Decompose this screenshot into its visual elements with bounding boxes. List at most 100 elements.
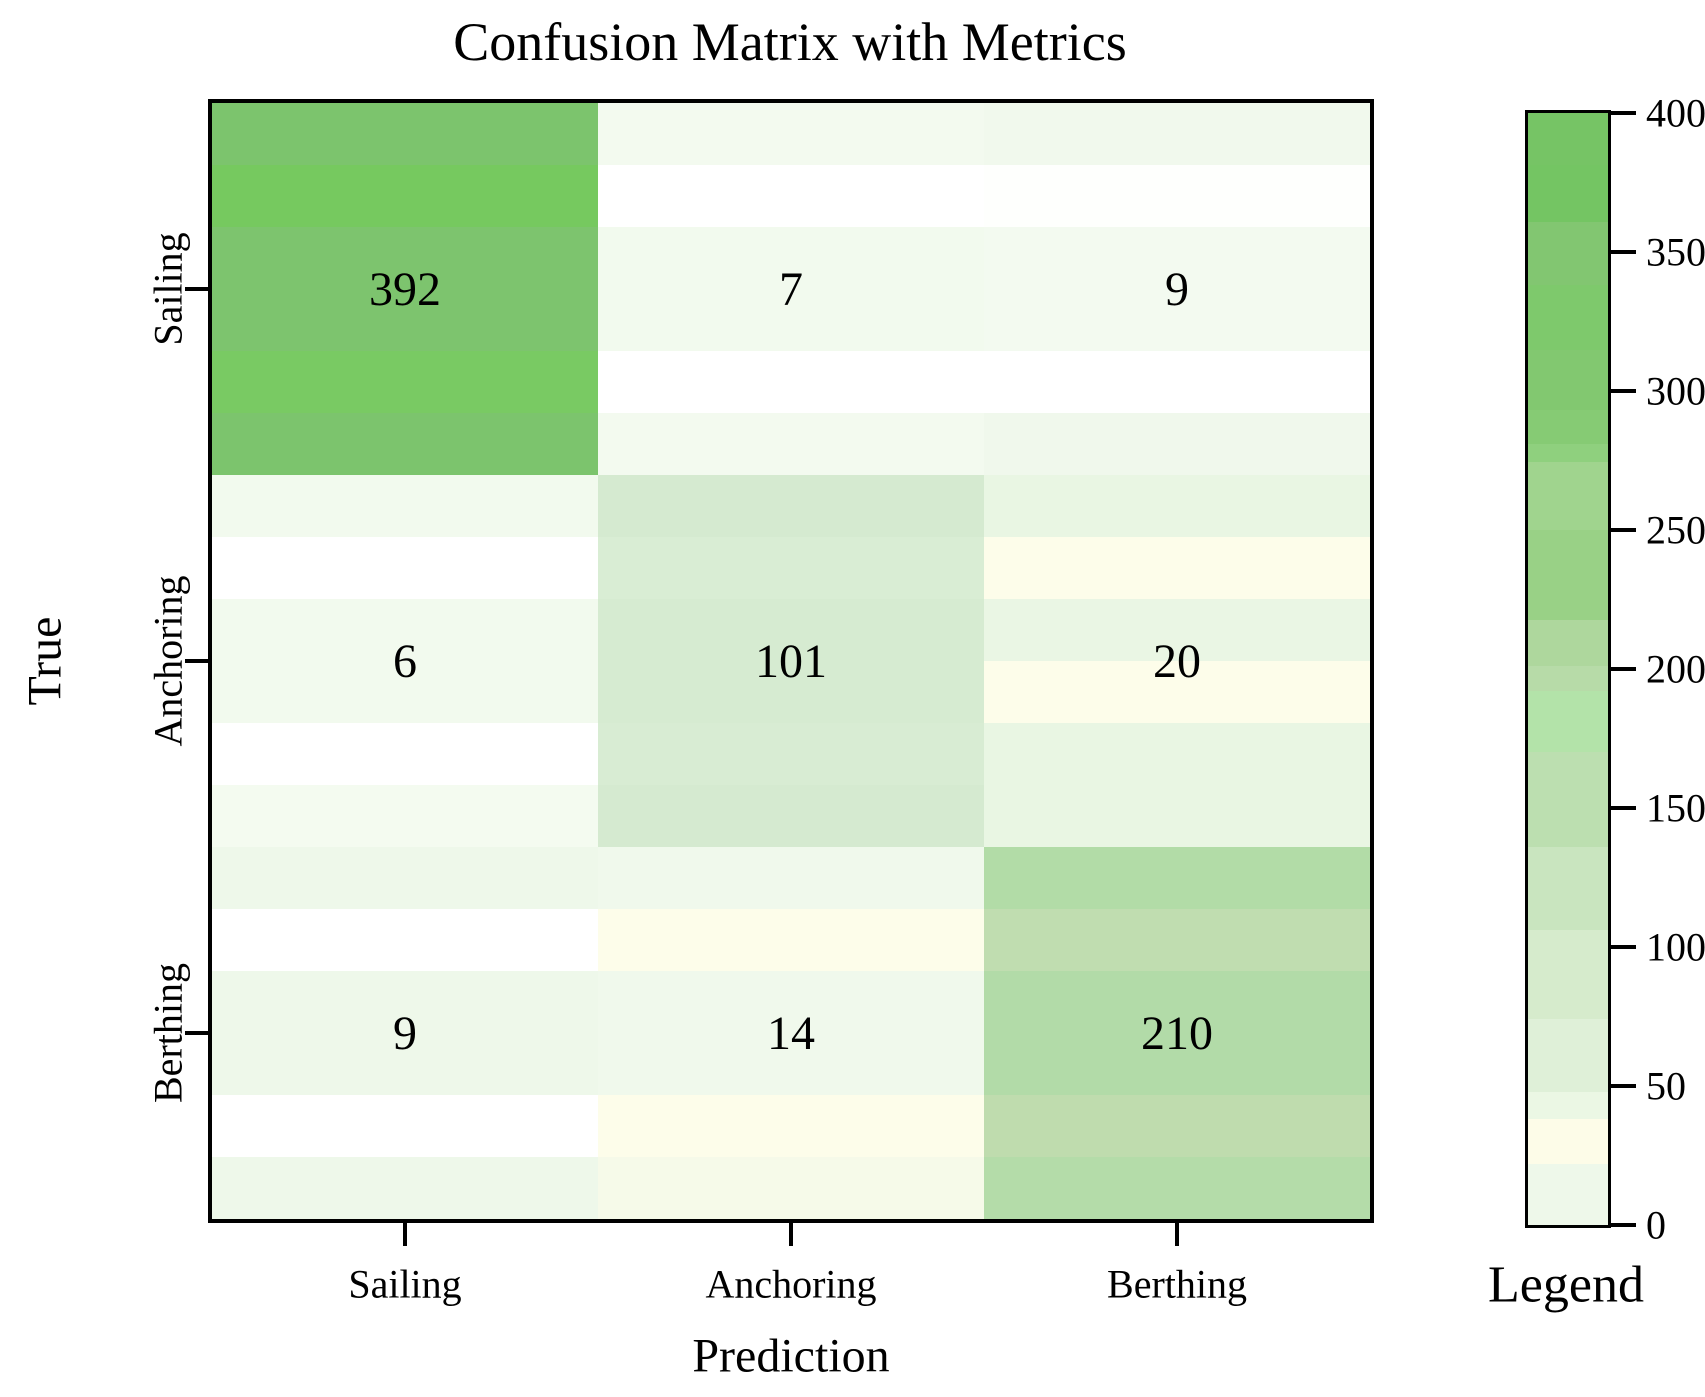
cell-value: 9 <box>393 1006 417 1060</box>
x-tick-label: Anchoring <box>705 1261 877 1307</box>
cell-noise-band <box>212 661 598 723</box>
cell-value: 6 <box>393 634 417 688</box>
cell-value: 9 <box>1165 262 1189 316</box>
colorbar-tick-label: 50 <box>1646 1063 1686 1109</box>
cell-noise-band <box>984 165 1370 227</box>
y-tick <box>185 287 208 291</box>
colorbar-tick-label: 200 <box>1646 646 1705 692</box>
cell-noise-band <box>212 971 598 1033</box>
cell-noise-band <box>212 599 598 661</box>
colorbar-band <box>1528 285 1608 351</box>
cell-noise-band <box>212 413 598 475</box>
cell-noise-band <box>212 1033 598 1095</box>
colorbar-band <box>1528 620 1608 667</box>
heatmap-cell: 20 <box>984 475 1370 847</box>
cell-noise-band <box>212 909 598 971</box>
cell-noise-band <box>598 785 984 847</box>
colorbar-band <box>1528 1163 1608 1225</box>
plot-border <box>208 99 1374 1223</box>
colorbar-tick <box>1611 528 1636 532</box>
colorbar-band <box>1528 349 1608 411</box>
heatmap-cell: 9 <box>984 103 1370 475</box>
cell-noise-band <box>984 847 1370 909</box>
heatmap-cell: 101 <box>598 475 984 847</box>
cell-noise-band <box>598 599 984 661</box>
colorbar-band <box>1528 846 1608 932</box>
cell-noise-band <box>598 227 984 289</box>
cell-noise-band <box>598 847 984 909</box>
colorbar-band <box>1528 409 1608 446</box>
colorbar-tick-label: 250 <box>1646 507 1705 553</box>
chart-title: Confusion Matrix with Metrics <box>453 12 1127 72</box>
cell-noise-band <box>212 537 598 599</box>
cell-noise-band <box>984 661 1370 723</box>
x-tick <box>1175 1223 1179 1246</box>
cell-noise-band <box>598 723 984 785</box>
cell-noise-band <box>212 1095 598 1157</box>
colorbar-tick <box>1611 250 1636 254</box>
cell-noise-band <box>598 351 984 413</box>
cell-noise-band <box>598 661 984 723</box>
cell-noise-band <box>598 475 984 537</box>
colorbar-tick <box>1611 389 1636 393</box>
colorbar-tick-label: 300 <box>1646 368 1705 414</box>
colorbar-band <box>1528 530 1608 622</box>
y-tick-label: Sailing <box>145 232 191 346</box>
heatmap-cell: 392 <box>212 103 598 475</box>
cell-noise-band <box>212 847 598 909</box>
colorbar-border <box>1525 110 1611 1228</box>
heatmap-cell: 9 <box>212 847 598 1219</box>
cell-noise-band <box>984 289 1370 351</box>
colorbar-tick-label: 150 <box>1646 785 1705 831</box>
cell-noise-band <box>212 103 598 165</box>
cell-noise-band <box>212 723 598 785</box>
cell-noise-band <box>984 971 1370 1033</box>
colorbar-label: Legend <box>1488 1256 1644 1314</box>
colorbar-band <box>1528 221 1608 287</box>
cell-noise-band <box>598 1157 984 1219</box>
colorbar-tick <box>1611 1084 1636 1088</box>
colorbar-band <box>1528 1019 1608 1093</box>
colorbar-band <box>1528 444 1608 464</box>
cell-value: 7 <box>779 262 803 316</box>
cell-noise-band <box>598 103 984 165</box>
colorbar-tick <box>1611 806 1636 810</box>
cell-noise-band <box>598 165 984 227</box>
heatmap-cell: 6 <box>212 475 598 847</box>
colorbar-band <box>1528 1119 1608 1165</box>
cell-noise-band <box>984 413 1370 475</box>
colorbar-tick-label: 100 <box>1646 924 1705 970</box>
cell-value: 14 <box>767 1006 815 1060</box>
heatmap-cell: 210 <box>984 847 1370 1219</box>
cell-noise-band <box>212 785 598 847</box>
cell-noise-band <box>212 475 598 537</box>
colorbar-tick <box>1611 111 1636 115</box>
heatmap-cell: 7 <box>598 103 984 475</box>
cell-noise-band <box>984 351 1370 413</box>
colorbar-tick <box>1611 945 1636 949</box>
cell-noise-band <box>598 1033 984 1095</box>
colorbar-band <box>1528 462 1608 531</box>
cell-noise-band <box>598 289 984 351</box>
y-tick-label: Berthing <box>145 963 191 1103</box>
colorbar-tick-label: 350 <box>1646 229 1705 275</box>
colorbar-tick <box>1611 667 1636 671</box>
colorbar-band <box>1528 1091 1608 1121</box>
cell-noise-band <box>984 785 1370 847</box>
cell-noise-band <box>984 537 1370 599</box>
colorbar-band <box>1528 665 1608 693</box>
cell-noise-band <box>984 1157 1370 1219</box>
y-tick-label: Anchoring <box>145 575 191 747</box>
cell-noise-band <box>984 1033 1370 1095</box>
y-axis-label: True <box>18 616 72 706</box>
y-tick <box>185 1031 208 1035</box>
cell-noise-band <box>212 227 598 289</box>
colorbar-tick-label: 400 <box>1646 90 1705 136</box>
cell-noise-band <box>984 103 1370 165</box>
cell-noise-band <box>984 1095 1370 1157</box>
colorbar-tick <box>1611 1223 1636 1227</box>
cell-noise-band <box>212 1157 598 1219</box>
x-axis-label: Prediction <box>692 1329 890 1383</box>
heatmap-cell: 14 <box>598 847 984 1219</box>
